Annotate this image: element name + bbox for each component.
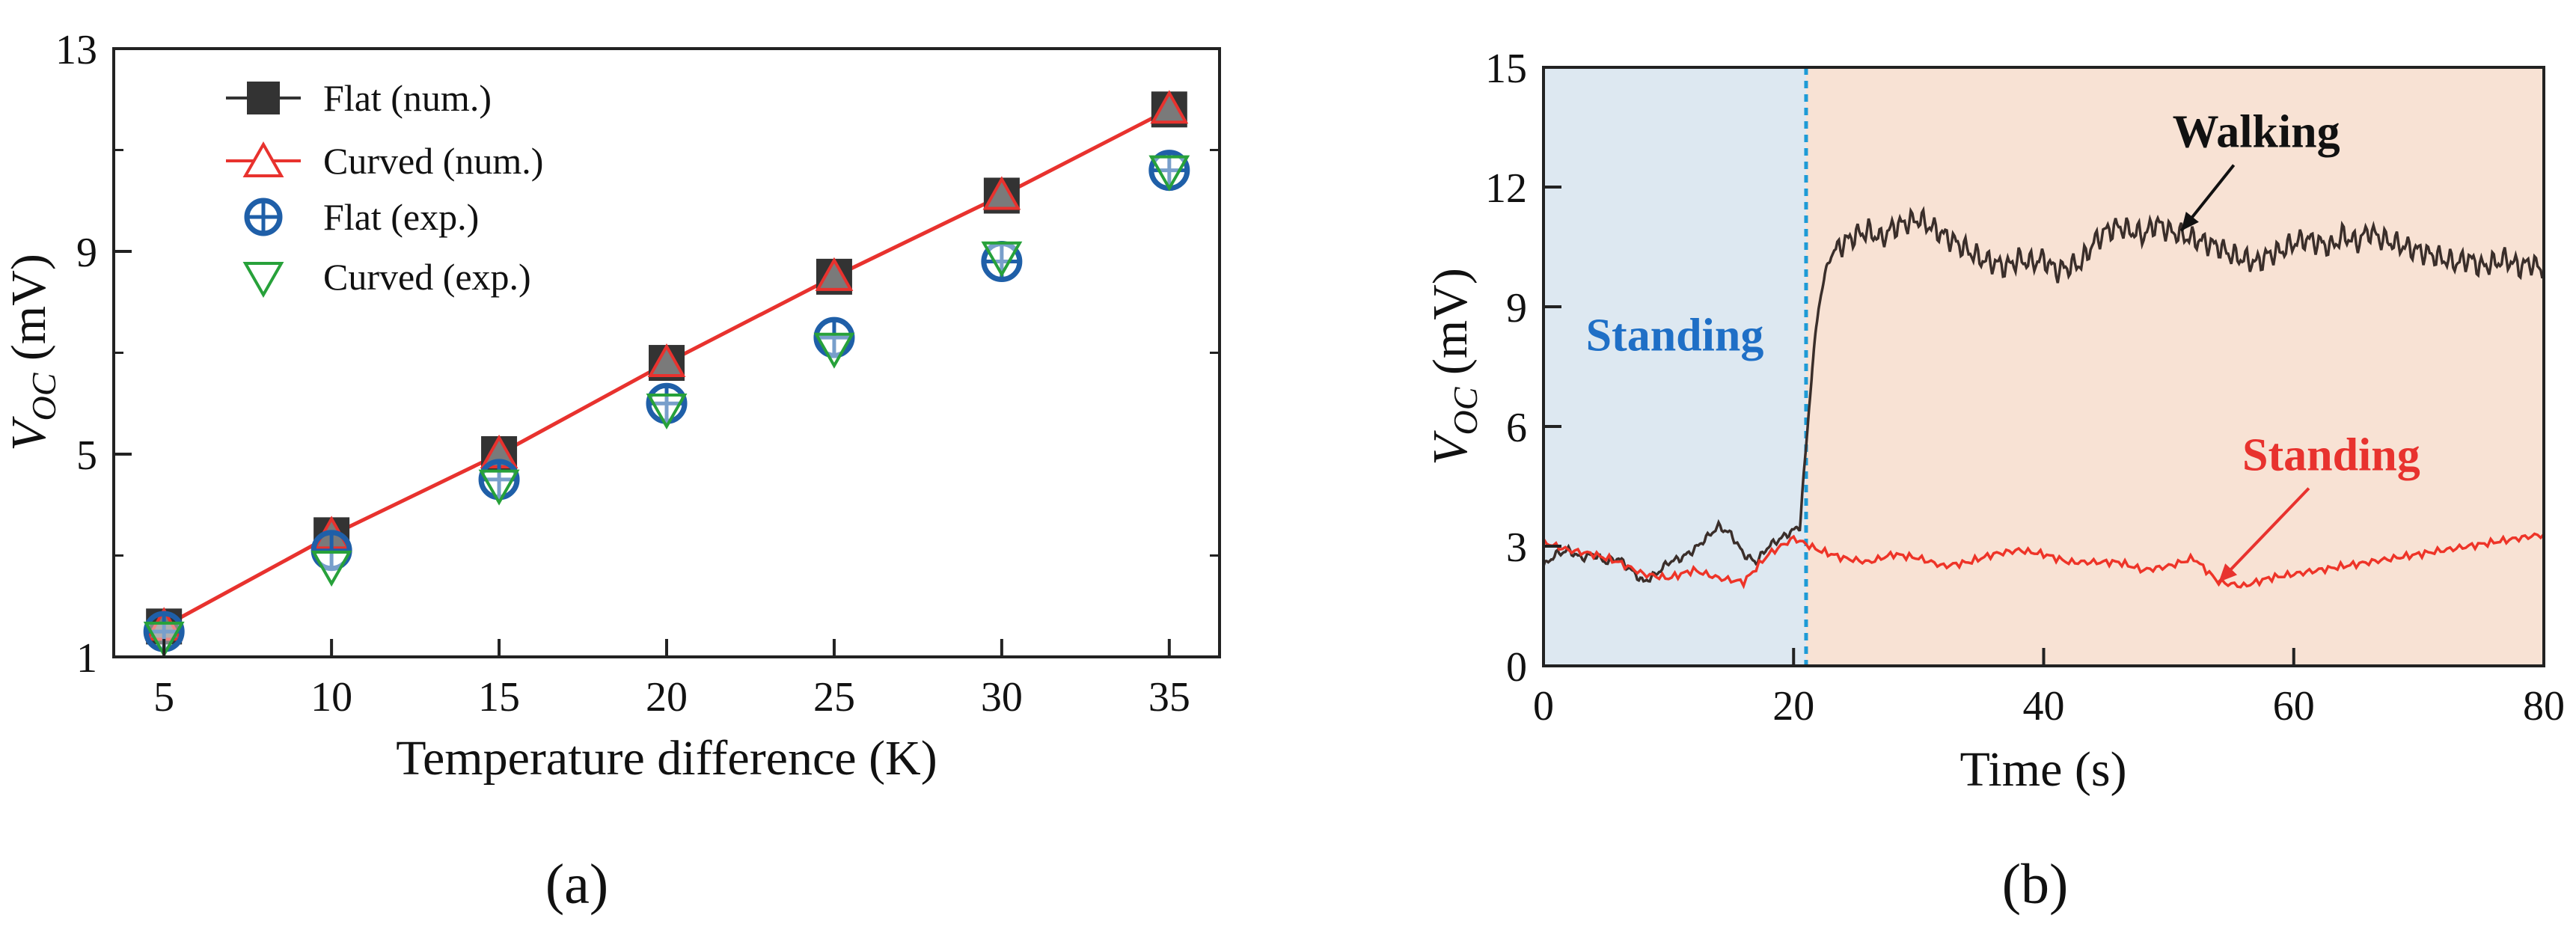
- panel-b-y-tick-label: 3: [1506, 524, 1527, 571]
- panel-b-x-tick-label: 60: [2273, 683, 2315, 729]
- panel-a-x-tick-label: 35: [1148, 674, 1190, 721]
- panel-a-point-curved-exp: [813, 332, 855, 369]
- panel-b-y-axis-main: V: [1423, 430, 1478, 465]
- panel-a-y-tick-label: 5: [76, 432, 97, 479]
- panel-a-point-curved-num: [1150, 90, 1189, 124]
- panel-a-point-curved-num: [815, 257, 854, 291]
- panel-b-region-standing-phase: [1544, 67, 1806, 666]
- panel-a-x-tick-label: 10: [310, 674, 352, 721]
- legend-flat-exp-label: Flat (exp.): [323, 196, 479, 238]
- legend-item-curved-num: Curved (num.): [226, 140, 543, 182]
- panel-b-y-tick-label: 12: [1485, 165, 1527, 212]
- panel-b-y-axis-unit: (mV): [1423, 268, 1478, 387]
- panel-a-y-axis-main: V: [1, 416, 56, 451]
- panel-b-series-walking: [1542, 206, 2545, 583]
- panel-b-annotation-arrow-head: [2218, 563, 2238, 582]
- panel-b: 0 20 40 60 80 0 3 6 9 12 15 Walking Standing Standin…: [1423, 46, 2565, 916]
- panel-b-y-tick-label: 15: [1485, 46, 1527, 92]
- panel-a-point-curved-exp: [310, 551, 352, 587]
- legend-curved-num-marker: [242, 141, 284, 177]
- panel-a-series: [143, 90, 1190, 658]
- panel-b-label: (b): [2002, 853, 2069, 916]
- legend-curved-exp-label: Curved (exp.): [323, 256, 531, 298]
- panel-a-point-curved-exp: [981, 241, 1023, 278]
- legend-curved-num-label: Curved (num.): [323, 140, 543, 182]
- panel-a-y-tick-label: 13: [55, 27, 97, 73]
- panel-a-x-tick-label: 20: [646, 674, 688, 721]
- panel-b-annotation-arrow-head: [2181, 212, 2199, 231]
- panel-a-x-tick-label: 5: [153, 674, 174, 721]
- panel-a-y-axis-unit: (mV): [1, 254, 56, 373]
- panel-a-y-tick-label: 1: [76, 635, 97, 682]
- panel-b-ticks: 0 20 40 60 80 0 3 6 9 12 15: [1485, 46, 2565, 729]
- panel-b-series: [1542, 206, 2545, 590]
- panel-a-legend: Flat (num.) Curved (num.) Flat (exp.) Cu…: [226, 77, 543, 299]
- panel-b-annotation-arrow-shaft: [2218, 487, 2310, 584]
- panel-b-x-tick-label: 20: [1772, 683, 1814, 729]
- legend-curved-exp-marker: [242, 262, 284, 299]
- panel-a-point-curved-exp: [478, 469, 520, 506]
- panel-b-series-standing: [1542, 532, 2545, 590]
- panel-a-label: (a): [545, 853, 608, 916]
- panel-b-annotations: Walking Standing Standing: [1586, 107, 2420, 584]
- panel-a-x-tick-label: 25: [813, 674, 855, 721]
- legend-flat-num-marker: [247, 82, 280, 114]
- panel-a-y-axis-sub: OC: [25, 372, 63, 420]
- panel-b-annotation-standing-2: Standing: [2242, 430, 2420, 481]
- panel-b-y-tick-label: 0: [1506, 644, 1527, 691]
- panel-b-y-tick-label: 6: [1506, 405, 1527, 451]
- panel-a-y-tick-label: 9: [76, 230, 97, 276]
- panel-b-x-tick-label: 80: [2523, 683, 2565, 729]
- panel-b-annotation-standing-1: Standing: [1586, 310, 1764, 361]
- panel-b-y-tick-label: 9: [1506, 285, 1527, 331]
- panel-b-annotation-walking-0: Walking: [2173, 107, 2340, 158]
- panel-a-x-tick-label: 30: [981, 674, 1023, 721]
- panel-a-point-curved-exp: [1148, 155, 1190, 192]
- panel-b-backgrounds: [1544, 67, 2544, 666]
- panel-a-x-tick-label: 15: [478, 674, 520, 721]
- legend-flat-num-label: Flat (num.): [323, 77, 492, 119]
- legend-item-flat-num: Flat (num.): [226, 77, 492, 119]
- legend-item-flat-exp: Flat (exp.): [244, 196, 479, 238]
- panel-a-x-axis-title: Temperature difference (K): [396, 731, 937, 786]
- panel-a-point-curved-exp: [646, 394, 688, 430]
- panel-a-point-curved-num: [647, 343, 686, 378]
- panel-b-y-axis-title: VOC (mV): [1423, 268, 1484, 465]
- panel-b-x-tick-label: 40: [2023, 683, 2065, 729]
- panel-a-point-curved-num: [982, 176, 1021, 210]
- panel-b-y-axis-sub: OC: [1446, 386, 1484, 435]
- legend-item-curved-exp: Curved (exp.): [242, 256, 531, 299]
- panel-b-x-tick-label: 0: [1533, 683, 1554, 729]
- panel-a-y-axis-title: VOC (mV): [1, 254, 63, 451]
- panel-a-point-curved-exp: [143, 621, 185, 658]
- panel-b-x-axis-title: Time (s): [1959, 742, 2126, 797]
